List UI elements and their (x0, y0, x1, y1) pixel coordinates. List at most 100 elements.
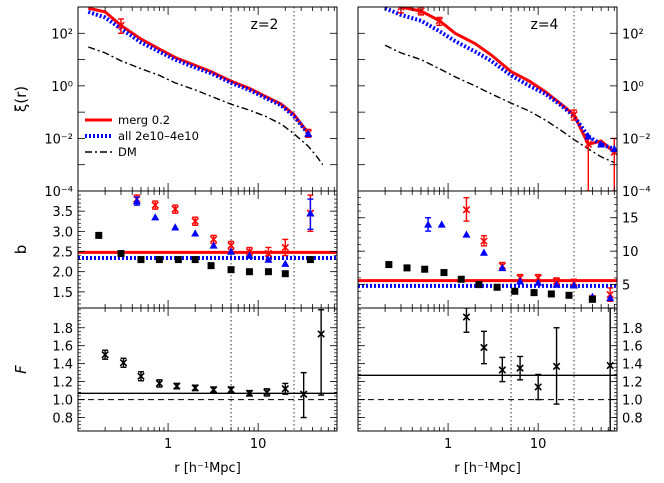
panel-F_right-frame (357, 307, 618, 432)
y-tick-label: 10⁻² (44, 132, 73, 147)
data-point-square (403, 264, 411, 272)
y-tick-label: 1.0 (622, 394, 643, 409)
data-point-square (155, 256, 163, 264)
data-point-square (511, 287, 519, 295)
y-tick-label: 1.4 (622, 358, 643, 373)
text-layer: 10² 10⁰ 10⁻² 10⁻⁴ ξ(r) z=2 merg 0.2 all 2e10–4e… (12, 17, 651, 476)
data-point-square (565, 291, 573, 299)
data-point-triangle (306, 209, 315, 217)
data-point-cross (209, 235, 218, 244)
x-tick-label: 10 (250, 437, 267, 452)
data-point-cross (534, 274, 542, 282)
data-point-cross (245, 389, 254, 398)
data-point-square (264, 268, 272, 276)
y-tick-label: 10⁻⁴ (622, 185, 651, 200)
axes-layer (77, 6, 618, 432)
data-point-cross (480, 237, 488, 245)
data-point-cross (516, 364, 524, 372)
data-point-square (95, 231, 103, 239)
y-tick-label: 1.6 (622, 340, 643, 355)
data-point-triangle (552, 280, 561, 288)
y-tick-label: 0.8 (622, 412, 643, 427)
data-point-cross (209, 385, 218, 394)
data-point-square (306, 256, 314, 264)
data-point-square (493, 283, 501, 291)
data-point-square (547, 290, 555, 298)
data-point-square (245, 268, 253, 276)
panel-xi_right-plot (384, 7, 617, 191)
legend-label: merg 0.2 (118, 113, 170, 127)
data-point-square (117, 250, 125, 258)
data-point-triangle (304, 129, 313, 137)
panel-F_left-frame (77, 307, 338, 432)
redshift-annotation: z=2 (250, 17, 278, 33)
y-axis-label: b (12, 245, 30, 255)
data-point-square (440, 269, 448, 277)
panel-b_left-frame (77, 190, 338, 309)
data-point-cross (462, 205, 471, 214)
y-tick-label: 1.2 (622, 376, 643, 391)
data-point-square (227, 266, 235, 274)
data-point-cross (151, 201, 159, 209)
panel-F_left-plot (78, 308, 337, 431)
data-point-cross (227, 385, 235, 394)
data-point-cross (299, 390, 308, 398)
data-point-square (174, 256, 182, 264)
data-point-cross (462, 313, 471, 321)
data-point-cross (281, 243, 290, 252)
data-point-square (588, 295, 596, 303)
data-point-triangle (462, 230, 471, 238)
panel-xi_left-plot (87, 7, 324, 191)
panel-b_right-plot (358, 191, 617, 308)
y-tick-label: 2.5 (52, 246, 73, 261)
data-point-square (281, 270, 289, 278)
data-point-triangle (584, 132, 593, 140)
data-point-cross (191, 384, 199, 392)
data-point-cross (417, 7, 425, 15)
data-point-cross (397, 7, 405, 11)
data-point-triangle (534, 278, 543, 286)
y-tick-label: 5 (622, 279, 630, 294)
y-tick-label: 1.2 (52, 376, 73, 391)
data-point-cross (245, 247, 254, 256)
y-tick-label: 10⁰ (51, 80, 73, 95)
data-point-triangle (209, 241, 218, 249)
data-point-cross (534, 383, 542, 391)
y-axis-label: F (12, 365, 30, 374)
data-point-cross (281, 385, 290, 393)
data-point-triangle (437, 220, 446, 228)
panel-b_left-plot (78, 191, 337, 308)
data-point-triangle (264, 255, 273, 263)
x-tick-label: 1 (164, 437, 172, 452)
series-line-dotted (384, 7, 615, 151)
data-point-triangle (171, 223, 180, 231)
data-point-triangle (191, 229, 200, 237)
panel-F_right-plot (358, 308, 617, 431)
data-point-square (191, 256, 199, 264)
y-tick-label: 10² (622, 27, 644, 42)
data-point-triangle (227, 247, 236, 255)
series-line-solid (397, 7, 616, 154)
data-point-cross (119, 359, 128, 367)
series-line-dotted (87, 10, 310, 136)
data-point-cross (173, 382, 181, 390)
data-point-cross (137, 372, 145, 380)
y-tick-label: 1.0 (52, 394, 73, 409)
y-tick-label: 10⁻⁴ (44, 185, 73, 200)
y-tick-label: 1.6 (52, 340, 73, 355)
data-point-triangle (281, 259, 290, 267)
data-point-triangle (570, 281, 579, 289)
data-point-triangle (245, 251, 254, 259)
x-tick-label: 1 (444, 437, 452, 452)
y-tick-label: 1.4 (52, 358, 73, 373)
data-point-cross (101, 350, 109, 359)
y-axis-label: ξ(r) (12, 86, 30, 112)
x-tick-label: 10 (530, 437, 547, 452)
data-point-square (457, 275, 465, 283)
legend-label: DM (118, 145, 137, 159)
panel-b_right-frame (357, 190, 618, 309)
data-point-cross (480, 343, 488, 352)
data-point-cross (264, 249, 273, 258)
data-point-cross (435, 16, 444, 25)
data-point-cross (117, 21, 125, 30)
